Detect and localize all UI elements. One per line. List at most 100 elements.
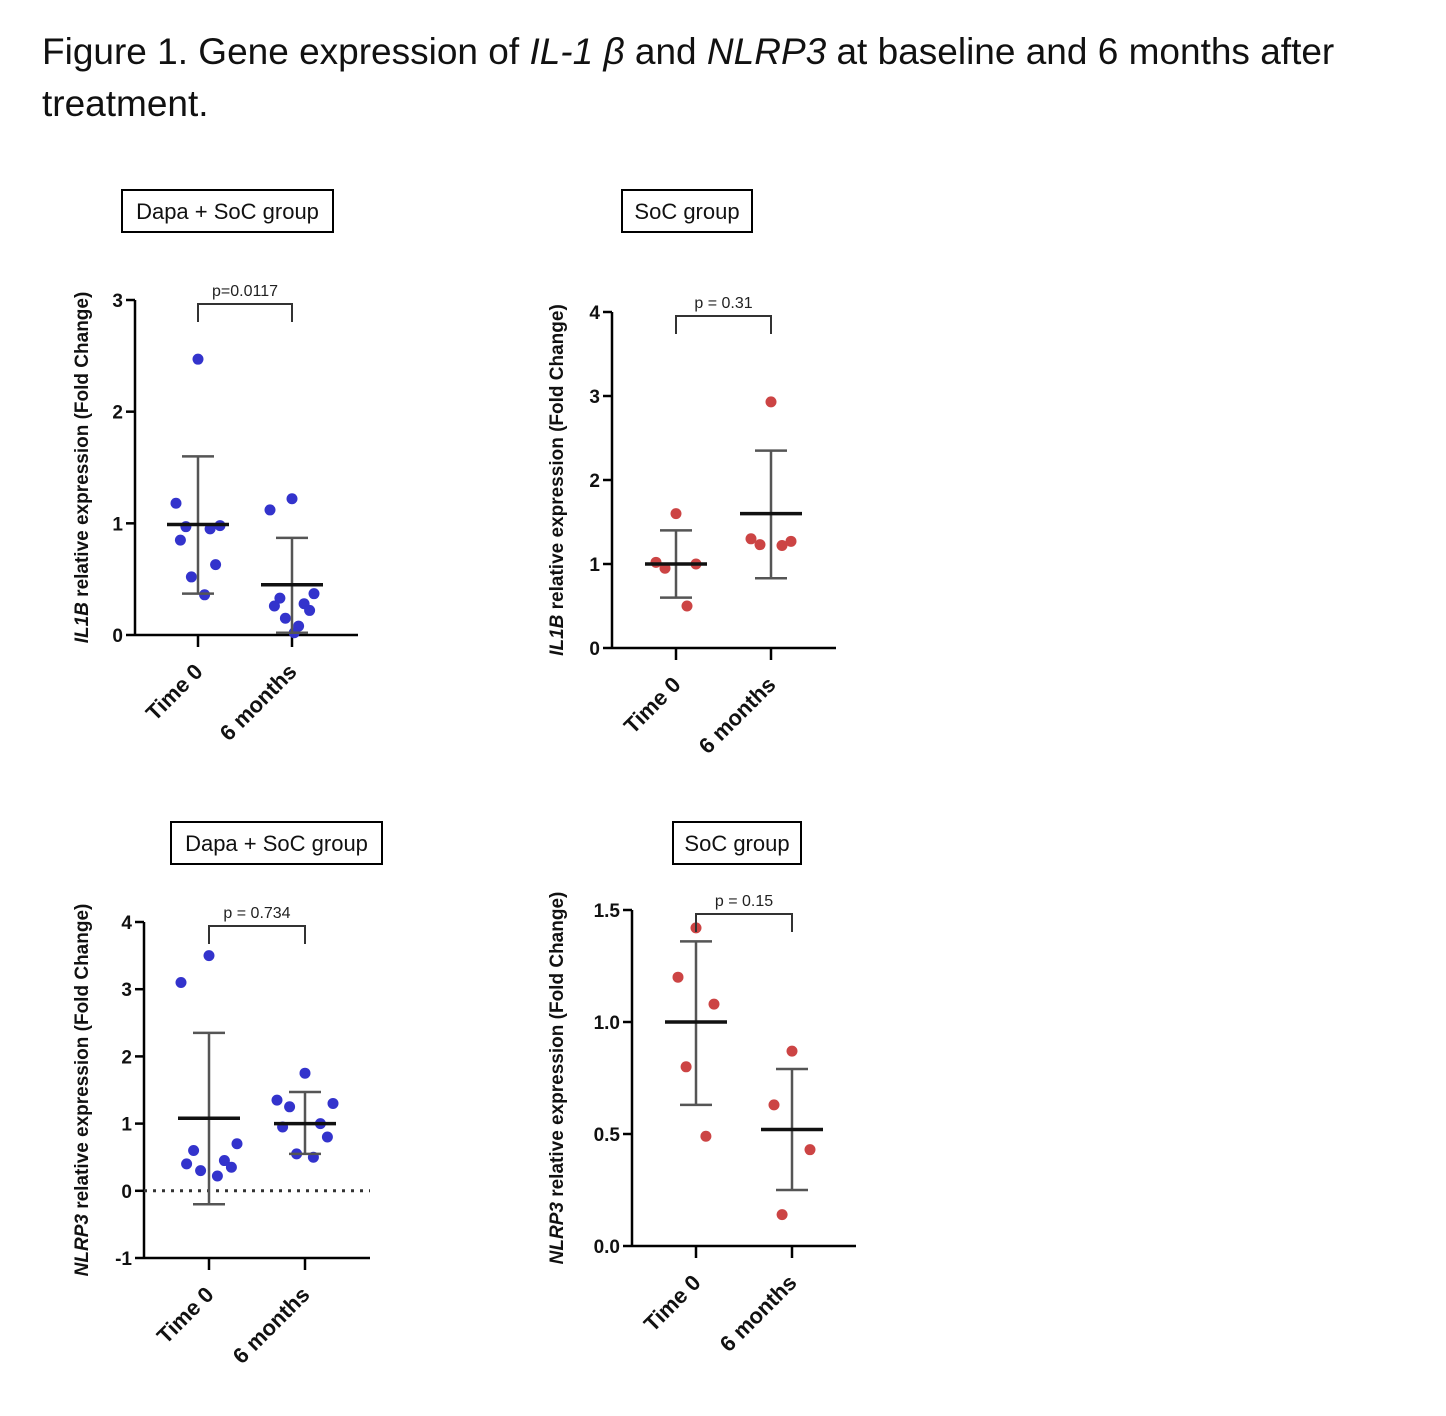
y-tick-label: 2 (121, 1047, 132, 1068)
data-point (804, 1144, 816, 1156)
data-point (174, 534, 186, 546)
caption-middle: and (624, 31, 707, 72)
y-tick-label: 0 (121, 1182, 132, 1203)
data-point (264, 504, 276, 516)
panel-title: SoC group (634, 199, 739, 224)
data-point (203, 950, 215, 962)
data-point (765, 396, 777, 408)
x-tick-label: Time 0 (141, 659, 208, 726)
data-point (672, 971, 684, 983)
y-tick-label: 1.0 (594, 1013, 620, 1034)
data-point (268, 600, 280, 612)
p-value-label: p = 0.15 (715, 893, 773, 910)
y-tick-label: 3 (589, 387, 600, 408)
y-tick-label: 4 (121, 913, 132, 934)
panel-title-box (170, 821, 383, 865)
data-point (776, 1209, 788, 1221)
y-tick-label: 4 (589, 303, 600, 324)
data-point (271, 1094, 283, 1106)
caption-gene-2: NLRP3 (706, 31, 827, 72)
x-tick-label: Time 0 (619, 672, 686, 739)
y-axis-label-gene: IL1B (72, 602, 93, 643)
data-point (170, 497, 182, 509)
data-point (185, 571, 197, 583)
y-axis-label: NLRP3 relative expression (Fold Change) (547, 892, 568, 1265)
data-point (785, 535, 797, 547)
p-value-label: p=0.0117 (212, 283, 278, 300)
y-tick-label: 1 (121, 1115, 132, 1136)
y-tick-label: 1 (112, 514, 123, 535)
y-axis-label: IL1B relative expression (Fold Change) (547, 304, 568, 656)
x-tick-label: Time 0 (152, 1282, 219, 1349)
caption-suffix: at baseline and 6 months after treatment… (42, 31, 1335, 124)
data-point (274, 592, 286, 604)
x-tick-label: 6 months (228, 1282, 315, 1369)
panel-title: SoC group (684, 831, 789, 856)
y-tick-label: 2 (112, 403, 123, 424)
data-point (680, 1061, 692, 1073)
data-point (327, 1097, 339, 1109)
data-point (210, 559, 222, 571)
y-axis-label-text: relative expression (Fold Change) (547, 892, 568, 1202)
data-point (175, 976, 187, 988)
caption-prefix: Figure 1. Gene expression of (42, 31, 530, 72)
y-axis-label-gene: NLRP3 (547, 1202, 568, 1265)
data-point (786, 1045, 798, 1057)
y-axis-label-text: relative expression (Fold Change) (72, 904, 93, 1214)
data-point (681, 600, 693, 612)
panel-title: Dapa + SoC group (136, 199, 319, 224)
y-tick-label: 0 (589, 639, 600, 660)
data-point (284, 1101, 296, 1113)
y-axis-label-gene: IL1B (547, 614, 568, 655)
data-point (188, 1144, 200, 1156)
data-point (754, 539, 766, 551)
data-point (670, 508, 682, 520)
caption-gene-1: IL-1 β (529, 31, 625, 72)
y-axis-label-gene: NLRP3 (72, 1214, 93, 1277)
data-point (218, 1155, 230, 1167)
figure-caption: Figure 1. Gene expression of IL-1 β and … (42, 26, 1422, 130)
y-tick-label: 0.5 (594, 1125, 621, 1146)
data-point (286, 493, 298, 505)
significance-bracket (208, 925, 306, 944)
panel-title-box (121, 189, 334, 233)
data-point (225, 1161, 237, 1173)
data-point (195, 1165, 207, 1177)
y-tick-label: 3 (121, 980, 132, 1001)
y-axis-label: NLRP3 relative expression (Fold Change) (72, 904, 93, 1277)
data-point (231, 1138, 243, 1150)
data-point (768, 1099, 780, 1111)
y-tick-label: 1.5 (594, 901, 621, 922)
y-tick-label: 1 (589, 555, 600, 576)
data-point (181, 1158, 193, 1170)
data-point (321, 1131, 333, 1143)
x-tick-label: 6 months (215, 659, 302, 746)
data-point (279, 612, 291, 624)
data-point (211, 1170, 223, 1182)
panel-title-box (621, 189, 753, 233)
significance-bracket (675, 315, 772, 334)
p-value-label: p = 0.31 (694, 295, 752, 312)
significance-bracket (695, 913, 793, 932)
y-axis-label-text: relative expression (Fold Change) (547, 304, 568, 614)
data-point (700, 1130, 712, 1142)
data-point (745, 533, 757, 545)
data-point (192, 353, 204, 365)
data-point (299, 1067, 311, 1079)
significance-bracket (197, 303, 293, 322)
x-tick-label: 6 months (715, 1270, 802, 1357)
y-tick-label: -1 (115, 1249, 132, 1270)
data-point (708, 998, 720, 1010)
data-point (776, 540, 788, 552)
panel-title-box (672, 821, 802, 865)
y-tick-label: 3 (112, 291, 123, 312)
x-tick-label: 6 months (694, 672, 781, 759)
y-axis-label: IL1B relative expression (Fold Change) (72, 292, 93, 644)
data-point (308, 588, 320, 600)
y-tick-label: 2 (589, 471, 600, 492)
